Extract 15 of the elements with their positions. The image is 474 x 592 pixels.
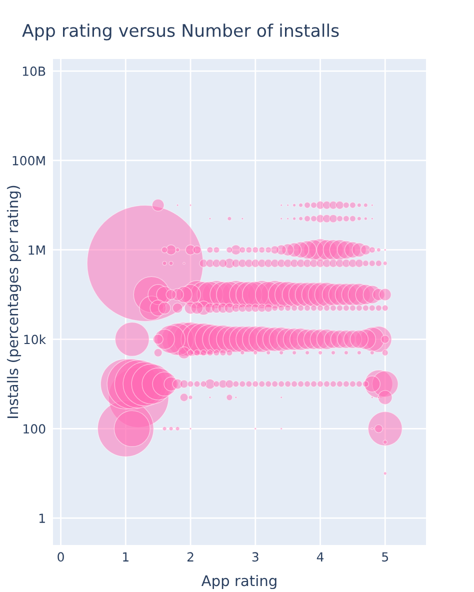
y-axis-title: Installs (percentages per rating) bbox=[6, 186, 22, 418]
y-tick-label: 10B bbox=[22, 66, 46, 76]
x-axis-title: App rating bbox=[201, 574, 276, 590]
x-tick-label: 5 bbox=[382, 552, 388, 562]
y-tick-label: 10k bbox=[24, 334, 46, 344]
y-tick-label: 1 bbox=[39, 514, 45, 523]
y-tick-label: 1M bbox=[28, 246, 45, 255]
x-tick-label: 2 bbox=[187, 552, 194, 562]
chart-title: App rating versus Number of installs bbox=[22, 24, 339, 40]
x-tick-label: 0 bbox=[58, 552, 64, 562]
y-tick-label: 100 bbox=[24, 424, 46, 434]
x-tick-label: 4 bbox=[316, 552, 324, 562]
x-tick-label: 3 bbox=[252, 552, 258, 562]
x-tick-label: 1 bbox=[123, 552, 128, 562]
y-tick-label: 100M bbox=[12, 156, 45, 166]
